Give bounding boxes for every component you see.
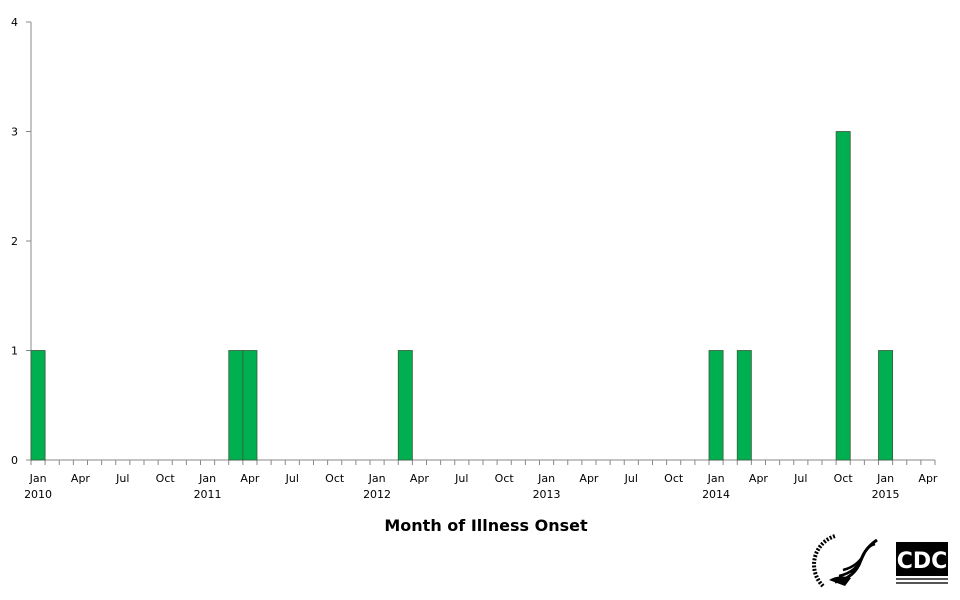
x-year-label: 2015 <box>872 488 900 501</box>
y-tick-label: 1 <box>11 345 18 358</box>
x-year-label: 2014 <box>702 488 730 501</box>
y-tick-label: 4 <box>11 16 18 29</box>
x-tick-label: Apr <box>240 472 260 485</box>
bar-2014-01 <box>708 350 724 461</box>
x-tick-label: Oct <box>664 472 684 485</box>
x-tick-label: Apr <box>71 472 91 485</box>
y-axis: 0 1 2 3 4 <box>11 16 32 467</box>
x-tick-label: Jan <box>198 472 216 485</box>
cdc-logo: CDC <box>896 542 948 584</box>
x-tick-label: Jan <box>537 472 555 485</box>
x-tick-label: Jan <box>368 472 386 485</box>
bar-2012-03 <box>397 350 413 461</box>
y-tick-label: 0 <box>11 454 18 467</box>
x-tick-label: Apr <box>749 472 769 485</box>
bar-2014-03 <box>736 350 752 461</box>
x-year-label: 2010 <box>24 488 52 501</box>
cdc-logo-text: CDC <box>897 549 948 574</box>
x-tick-label: Jul <box>285 472 299 485</box>
x-tick-label: Jul <box>793 472 807 485</box>
x-tick-label: Oct <box>834 472 854 485</box>
y-tick-label: 3 <box>11 126 18 139</box>
x-tick-label: Jan <box>29 472 47 485</box>
x-tick-label: Jan <box>876 472 894 485</box>
x-tick-label: Oct <box>325 472 345 485</box>
y-tick-label: 2 <box>11 235 18 248</box>
x-tick-label: Jul <box>454 472 468 485</box>
bar-2015-01 <box>878 350 894 461</box>
x-tick-label: Jan <box>707 472 725 485</box>
hhs-logo <box>812 534 878 588</box>
bar-2011-03 <box>228 350 244 461</box>
x-axis-title: Month of Illness Onset <box>384 516 588 535</box>
bar-2010-01 <box>30 350 46 461</box>
x-tick-label: Jul <box>115 472 129 485</box>
bar-2011-04 <box>242 350 258 461</box>
x-axis: Jan 2010 Apr Jul Oct Jan 2011 Apr Jul Oct Jan 2012 A… <box>24 459 938 501</box>
x-tick-label: Apr <box>918 472 938 485</box>
x-year-label: 2013 <box>533 488 561 501</box>
x-year-label: 2011 <box>194 488 222 501</box>
bar-2014-10 <box>835 131 851 461</box>
x-tick-label: Oct <box>156 472 176 485</box>
x-tick-label: Oct <box>495 472 515 485</box>
x-tick-label: Apr <box>410 472 430 485</box>
x-tick-label: Jul <box>624 472 638 485</box>
x-tick-label: Apr <box>579 472 599 485</box>
bars <box>30 131 894 461</box>
x-year-label: 2012 <box>363 488 391 501</box>
